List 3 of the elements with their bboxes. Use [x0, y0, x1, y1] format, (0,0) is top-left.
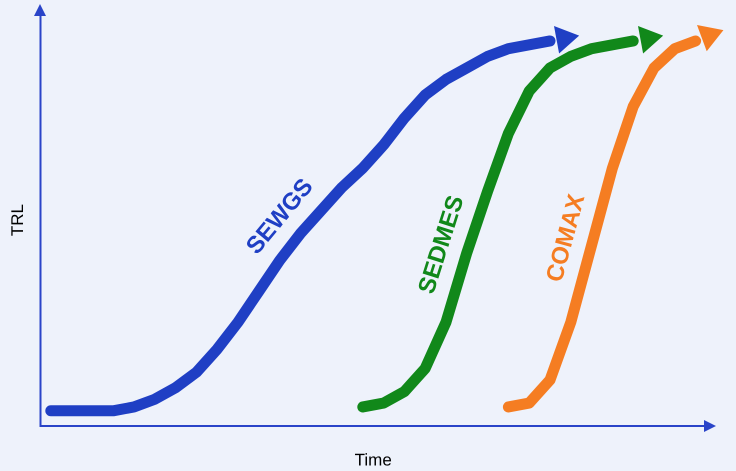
x-axis-title: Time	[354, 450, 392, 470]
text: COMAX	[540, 191, 590, 285]
y-axis-title: TRL	[8, 204, 27, 236]
